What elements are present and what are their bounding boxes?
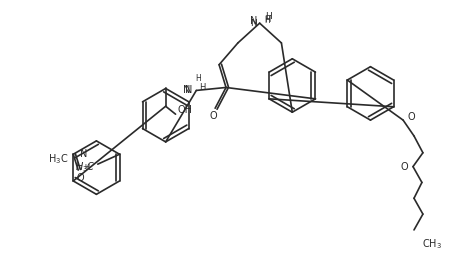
Text: H: H (266, 12, 272, 21)
Text: N: N (183, 85, 190, 95)
Text: H: H (84, 164, 90, 170)
Text: N: N (80, 149, 88, 159)
Text: OH: OH (178, 105, 192, 115)
Text: H$_3$C: H$_3$C (48, 152, 68, 166)
Text: H: H (265, 16, 270, 25)
Text: O: O (209, 111, 217, 121)
Text: N: N (250, 19, 257, 28)
Text: O: O (407, 112, 415, 122)
Text: $H_3C$: $H_3C$ (75, 160, 96, 174)
Text: H: H (265, 15, 271, 24)
Text: H: H (195, 74, 201, 83)
Text: O: O (400, 162, 408, 172)
Text: H: H (199, 83, 206, 91)
Text: N: N (185, 85, 192, 95)
Text: O: O (76, 173, 84, 183)
Text: N: N (250, 16, 258, 26)
Text: CH$_3$: CH$_3$ (422, 237, 442, 251)
